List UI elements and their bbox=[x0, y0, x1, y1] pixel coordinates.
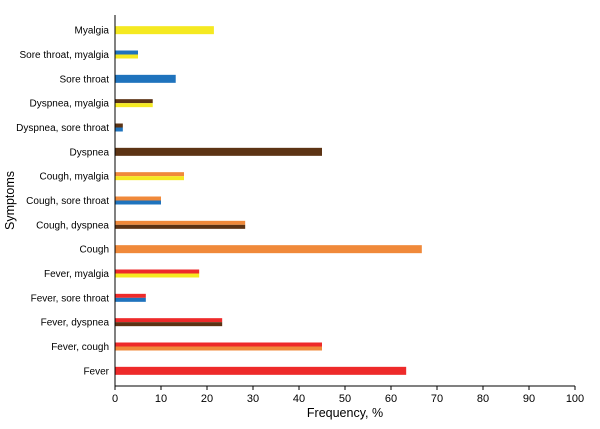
bar-dyspnea bbox=[115, 147, 322, 156]
y-axis-title: Symptoms bbox=[3, 171, 17, 230]
category-label: Sore throat, myalgia bbox=[20, 50, 110, 61]
category-label: Cough bbox=[80, 245, 109, 256]
bar-segment-cough bbox=[115, 220, 246, 225]
bar-sore-throat bbox=[115, 74, 176, 83]
bar-segment-dyspnea bbox=[115, 123, 123, 128]
category-label: Cough, sore throat bbox=[26, 196, 109, 207]
category-label: Sore throat bbox=[60, 74, 110, 85]
x-tick-label: 70 bbox=[431, 393, 443, 405]
x-tick-label: 40 bbox=[293, 393, 305, 405]
category-label: Cough, myalgia bbox=[40, 172, 110, 183]
category-label: Myalgia bbox=[75, 26, 110, 37]
category-label: Dyspnea, myalgia bbox=[30, 99, 110, 110]
bar-segment-cough bbox=[115, 196, 161, 201]
category-label: Fever bbox=[83, 366, 109, 377]
bar-cough-sore-throat bbox=[115, 196, 161, 205]
bar-cough-dyspnea bbox=[115, 220, 246, 229]
bars-group bbox=[115, 26, 422, 375]
bar-myalgia bbox=[115, 26, 214, 35]
category-label: Fever, myalgia bbox=[44, 269, 109, 280]
x-tick-label: 90 bbox=[523, 393, 535, 405]
category-label: Fever, cough bbox=[51, 342, 109, 353]
bar-fever bbox=[115, 366, 407, 375]
bar-segment-fever bbox=[115, 269, 200, 274]
bar-fever-cough bbox=[115, 342, 322, 351]
bar-dyspnea-sore-throat bbox=[115, 123, 123, 132]
x-tick-label: 60 bbox=[385, 393, 397, 405]
bar-fever-sore-throat bbox=[115, 293, 146, 302]
bar-segment-dyspnea bbox=[115, 224, 246, 229]
bar-segment-myalgia bbox=[115, 273, 200, 278]
bar-segment-fever bbox=[115, 342, 322, 347]
bar-segment-myalgia bbox=[115, 176, 184, 181]
bar-fever-dyspnea bbox=[115, 318, 223, 327]
x-axis-title: Frequency, % bbox=[307, 406, 383, 420]
x-tick-label: 20 bbox=[201, 393, 213, 405]
x-tick-label: 100 bbox=[566, 393, 584, 405]
category-label: Cough, dyspnea bbox=[36, 220, 109, 231]
bar-sore-throat-myalgia bbox=[115, 50, 138, 59]
bar-segment-sore_throat bbox=[115, 127, 123, 132]
x-tick-label: 0 bbox=[112, 393, 118, 405]
x-tick-label: 10 bbox=[155, 393, 167, 405]
category-label: Fever, dyspnea bbox=[41, 318, 110, 329]
bar-dyspnea-myalgia bbox=[115, 99, 153, 108]
x-tick-label: 30 bbox=[247, 393, 259, 405]
bar-segment-myalgia bbox=[115, 103, 153, 108]
bar-segment-fever bbox=[115, 318, 223, 323]
bar-segment-sore_throat bbox=[115, 50, 138, 55]
bar-cough-myalgia bbox=[115, 172, 184, 181]
x-axis-ticks: 0 10 20 30 40 50 60 70 80 90 100 bbox=[112, 386, 584, 405]
category-label: Dyspnea bbox=[70, 147, 110, 158]
bar-fever-myalgia bbox=[115, 269, 200, 278]
bar-cough bbox=[115, 245, 422, 254]
category-label: Dyspnea, sore throat bbox=[16, 123, 109, 134]
category-label: Fever, sore throat bbox=[31, 293, 110, 304]
bar-segment-fever bbox=[115, 293, 146, 298]
bar-segment-dyspnea bbox=[115, 322, 223, 327]
x-tick-label: 80 bbox=[477, 393, 489, 405]
x-tick-label: 50 bbox=[339, 393, 351, 405]
bar-segment-sore_throat bbox=[115, 297, 146, 302]
bar-segment-cough bbox=[115, 172, 184, 177]
bar-segment-dyspnea bbox=[115, 99, 153, 104]
bar-segment-sore_throat bbox=[115, 200, 161, 205]
bar-segment-cough bbox=[115, 346, 322, 351]
category-labels: Myalgia Sore throat, myalgia Sore throat Dy… bbox=[16, 26, 109, 378]
bar-segment-myalgia bbox=[115, 54, 138, 59]
